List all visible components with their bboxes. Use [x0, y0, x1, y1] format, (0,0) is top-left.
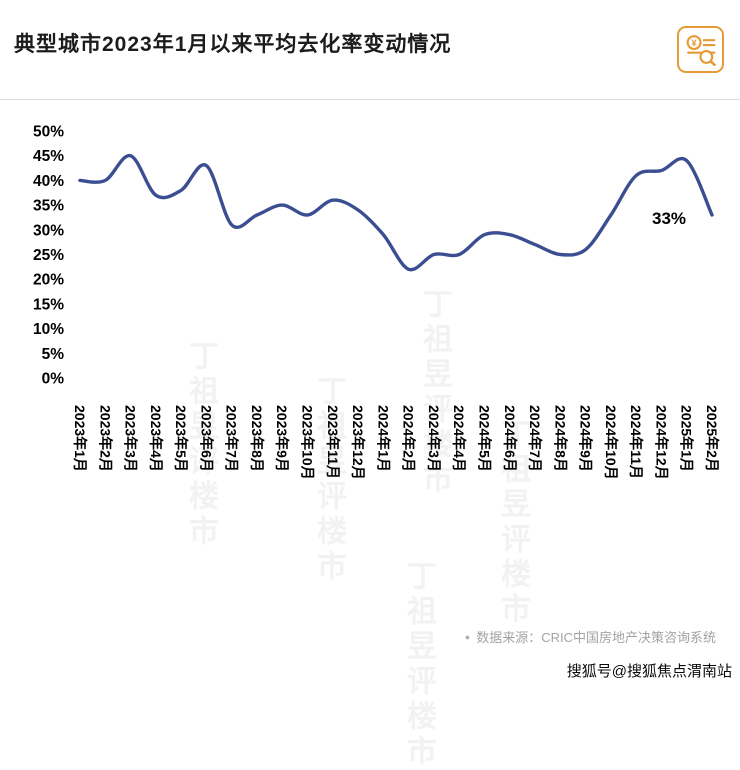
x-axis-tick-label: 2024年12月: [653, 405, 669, 480]
watermark: 丁祖昱评楼市: [402, 560, 435, 770]
x-axis-tick-label: 2023年10月: [300, 405, 316, 480]
y-axis-tick-label: 35%: [33, 198, 64, 215]
x-axis-tick-label: 2025年2月: [704, 405, 720, 472]
x-axis-tick-label: 2024年3月: [426, 405, 442, 472]
page-title: 典型城市2023年1月以来平均去化率变动情况: [14, 33, 452, 56]
x-axis-tick-label: 2024年2月: [401, 405, 417, 472]
page: 典型城市2023年1月以来平均去化率变动情况 ¥ 丁祖昱评楼市 丁祖昱评楼市 丁…: [0, 26, 740, 770]
line-chart: 0% 5% 10% 15% 20% 25% 30% 35% 40% 45% 50% 2023年1月 20…: [33, 124, 720, 480]
x-axis-tick-label: 2024年9月: [578, 405, 594, 472]
x-axis-tick-label: 2025年1月: [679, 405, 695, 472]
x-axis-tick-label: 2023年7月: [224, 405, 240, 472]
x-axis-tick-label: 2024年11月: [628, 405, 644, 479]
data-source: ● 数据来源：CRIC中国房地产决策咨询系统: [465, 627, 716, 646]
y-axis-tick-label: 0%: [42, 371, 65, 388]
x-axis-tick-label: 2023年1月: [72, 405, 88, 472]
x-axis-tick-label: 2024年6月: [502, 405, 518, 472]
y-axis-tick-label: 20%: [33, 272, 64, 289]
publisher-watermark: 搜狐号@搜狐焦点渭南站: [566, 663, 732, 680]
bullet-icon: ●: [464, 631, 471, 642]
x-axis-tick-label: 2023年8月: [249, 405, 265, 472]
x-axis-tick-label: 2023年4月: [148, 405, 164, 472]
header-divider: [0, 99, 740, 100]
trend-line: [78, 153, 714, 272]
y-axis-tick-label: 5%: [42, 346, 65, 363]
y-axis-tick-label: 45%: [33, 148, 64, 165]
y-axis-tick-label: 15%: [33, 296, 64, 313]
x-axis-tick-label: 2023年2月: [97, 405, 113, 472]
x-axis-tick-label: 2024年10月: [603, 405, 619, 480]
x-axis-tick-label: 2023年5月: [173, 405, 189, 472]
x-axis-tick-label: 2023年12月: [350, 405, 366, 480]
x-axis-tick-label: 2024年1月: [375, 405, 391, 472]
x-axis-tick-label: 2023年3月: [123, 405, 139, 472]
y-axis-tick-label: 25%: [33, 247, 64, 264]
y-axis-tick-label: 40%: [33, 173, 64, 190]
x-axis-tick-label: 2024年8月: [552, 405, 568, 472]
y-axis-tick-label: 30%: [33, 222, 64, 239]
data-source-text: 数据来源：CRIC中国房地产决策咨询系统: [476, 630, 716, 645]
x-axis-tick-label: 2024年4月: [451, 405, 467, 472]
y-axis-tick-label: 10%: [33, 321, 64, 338]
x-axis-tick-label: 2023年6月: [198, 405, 214, 472]
data-label-last-point: 33%: [652, 209, 686, 228]
x-axis-tick-label: 2023年9月: [274, 405, 290, 472]
y-axis-tick-label: 50%: [33, 124, 64, 141]
x-axis-tick-label: 2024年7月: [527, 405, 543, 472]
x-axis-tick-label: 2024年5月: [477, 405, 493, 472]
invoice-search-icon: ¥: [677, 26, 724, 73]
x-axis-tick-label: 2023年11月: [325, 405, 341, 479]
invoice-search-icon-glyph: ¥: [686, 34, 716, 66]
svg-text:¥: ¥: [691, 37, 697, 48]
